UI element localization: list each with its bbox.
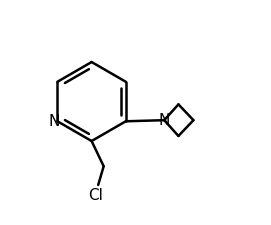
Text: Cl: Cl xyxy=(89,188,104,203)
Text: N: N xyxy=(49,114,60,129)
Text: N: N xyxy=(159,113,170,128)
